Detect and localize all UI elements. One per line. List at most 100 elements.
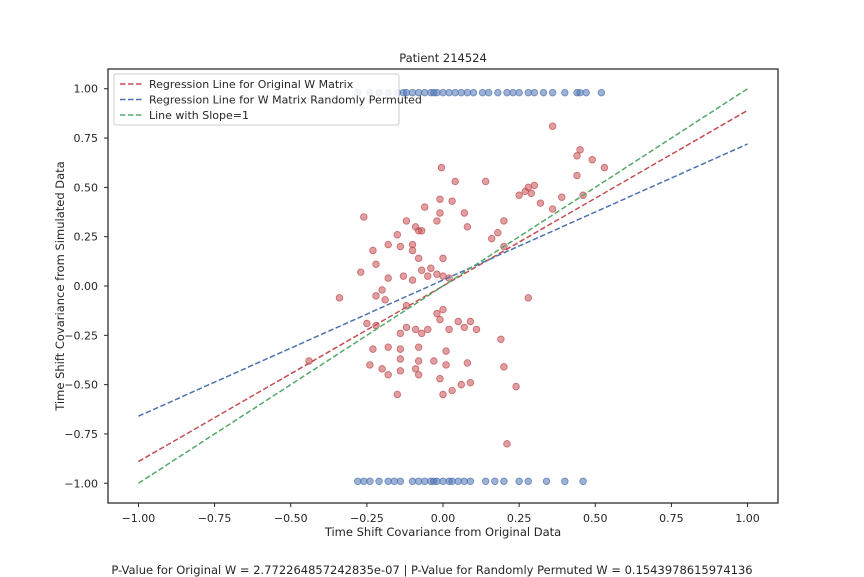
original-data-point [439, 305, 447, 314]
original-data-point [530, 181, 539, 190]
permuted-data-point [439, 477, 447, 485]
original-data-point [445, 325, 453, 334]
original-data-point [500, 217, 508, 225]
y-tick-label: −0.50 [64, 379, 98, 392]
x-tick-label: 1.00 [735, 512, 760, 525]
y-tick-label: 0.25 [74, 231, 99, 244]
permuted-data-point [460, 477, 469, 485]
original-data-point [424, 272, 432, 280]
permuted-data-point [390, 477, 398, 485]
original-data-point [527, 189, 536, 197]
original-data-point [573, 152, 581, 160]
original-data-point [411, 223, 420, 231]
original-data-point [494, 229, 502, 237]
x-tick-label: −1.00 [122, 512, 156, 525]
original-data-point [442, 361, 450, 369]
permuted-data-point [396, 477, 405, 485]
original-data-point [548, 122, 557, 130]
original-data-point [463, 223, 472, 231]
permuted-data-point [445, 88, 453, 97]
x-tick-label: −0.25 [350, 512, 384, 525]
permuted-data-point [421, 477, 429, 485]
legend-box [113, 73, 400, 126]
original-data-point [460, 209, 469, 217]
original-data-point [439, 390, 447, 399]
permuted-data-point [469, 88, 478, 97]
original-data-point [396, 242, 405, 251]
permuted-data-point [402, 88, 411, 97]
permuted-data-point [384, 477, 392, 485]
original-data-point [573, 171, 581, 180]
original-data-point [414, 254, 423, 263]
original-data-point [424, 325, 432, 334]
x-tick-label: 0.25 [507, 512, 532, 525]
original-data-point [372, 260, 380, 268]
original-data-point [430, 357, 438, 365]
original-data-point [396, 367, 405, 375]
original-data-point [384, 343, 392, 351]
original-data-point [521, 187, 529, 196]
original-data-point [414, 371, 423, 379]
original-data-point [393, 231, 402, 239]
original-data-point [463, 359, 472, 367]
permuted-data-point [408, 477, 417, 485]
original-data-point [433, 309, 441, 318]
legend: Regression Line for Original W Matrix Reg… [113, 73, 422, 126]
original-data-point [396, 345, 405, 353]
original-data-point [558, 193, 566, 201]
original-data-point [454, 317, 462, 326]
permuted-data-point [491, 477, 499, 485]
original-data-point [381, 296, 389, 304]
y-tick-label: −1.00 [64, 477, 98, 490]
original-data-point [466, 378, 475, 387]
permuted-data-point [366, 477, 374, 485]
original-data-point [414, 357, 423, 365]
original-data-point [396, 329, 405, 338]
permuted-data-point [579, 477, 587, 485]
permuted-data-point [503, 88, 511, 97]
original-data-point [408, 246, 417, 255]
original-data-point [357, 268, 365, 276]
original-data-point [448, 197, 456, 205]
original-data-point [481, 177, 490, 186]
original-data-point [360, 213, 368, 221]
y-tick-label: 0.50 [74, 181, 99, 194]
original-data-point [436, 209, 444, 217]
permuted-data-point [542, 477, 551, 485]
x-tick-label: 0.00 [431, 512, 456, 525]
original-data-point [402, 217, 411, 225]
original-data-point [414, 343, 423, 351]
permuted-data-point [539, 88, 548, 97]
permuted-data-point [463, 88, 472, 97]
x-tick-label: −0.75 [198, 512, 232, 525]
permuted-data-point [454, 477, 462, 485]
permuted-data-point [561, 477, 569, 485]
original-data-point [524, 294, 532, 302]
original-data-point [437, 163, 446, 172]
original-data-point [396, 355, 405, 363]
permuted-data-point [484, 88, 493, 97]
x-tick-label: 0.50 [583, 512, 608, 525]
original-data-point [460, 323, 469, 332]
original-data-point [366, 361, 374, 369]
original-data-point [436, 315, 444, 324]
original-data-point [442, 347, 450, 355]
permuted-data-point [548, 88, 557, 97]
legend-label: Regression Line for Original W Matrix [149, 78, 354, 91]
original-data-point [363, 319, 371, 328]
original-data-point [512, 382, 520, 391]
original-data-point [427, 264, 435, 272]
y-tick-label: 0.75 [74, 132, 99, 145]
permuted-data-point [430, 88, 438, 97]
original-data-point [393, 390, 402, 399]
permuted-data-point [524, 477, 532, 485]
permuted-data-point [451, 88, 459, 97]
original-data-point [378, 365, 386, 373]
original-data-point [411, 325, 420, 334]
original-data-point [466, 317, 475, 326]
original-data-point [439, 254, 447, 263]
y-tick-label: −0.75 [64, 428, 98, 441]
permuted-data-point [515, 88, 523, 97]
slope-one-line [138, 88, 748, 484]
